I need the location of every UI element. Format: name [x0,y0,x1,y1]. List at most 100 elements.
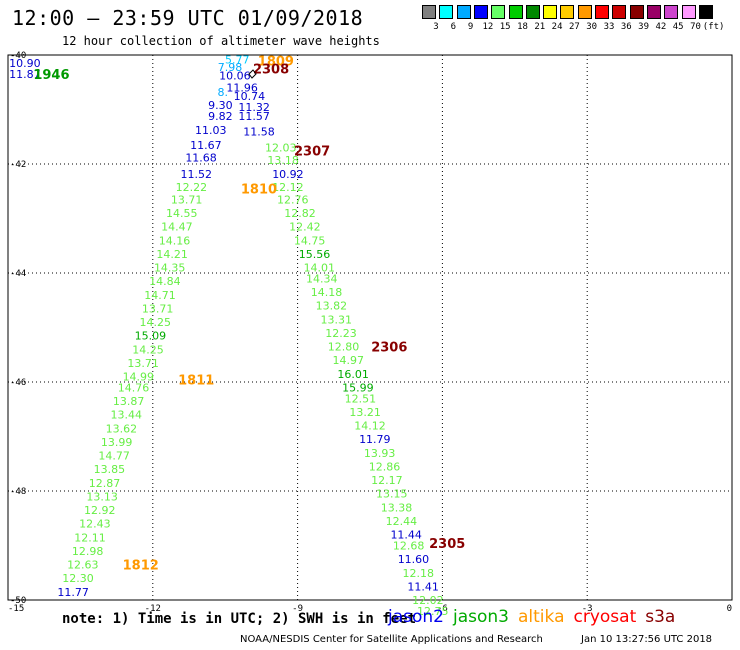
wave-height-value: 11.96 [226,82,258,95]
wave-height-value: 14.71 [144,289,176,302]
scale-swatch [543,5,558,19]
start-marker [248,69,257,79]
scale-swatch [646,5,661,19]
scale-label: 18 [517,22,528,32]
wave-height-value: 11.87 [9,68,41,81]
scale-swatch [698,5,713,19]
wave-height-value: 12.18 [403,567,435,580]
wave-height-value: 13.15 [376,488,408,501]
wave-height-value: 12.75 [417,605,449,618]
wave-height-value: 11.68 [185,151,217,164]
scale-label: 39 [638,22,650,32]
wave-height-value: 12.63 [67,559,99,572]
lon-tick-label: -3 [582,604,593,614]
scale-swatch [664,5,679,19]
wave-height-value: 12.12 [272,181,304,194]
wave-height-value: 14.99 [123,371,155,384]
wave-height-value: 11.32 [238,101,270,114]
scale-label: 6 [450,22,456,32]
scale-label: 3 [433,22,439,32]
wave-height-value: 12.17 [371,474,403,487]
wave-height-value: 14.77 [98,450,130,463]
wave-height-value: 14.97 [333,354,365,367]
wave-height-value: 16.01 [337,368,369,381]
wave-height-value: 13.71 [127,357,159,370]
wave-height-value: 12.02 [412,594,444,607]
scale-swatch [456,5,471,19]
pass-time-label: 2308 [253,63,289,78]
wave-height-value: 13.44 [111,409,143,422]
wave-height-value: 12.44 [386,515,418,528]
wave-height-value: 10.90 [9,57,41,70]
wave-height-value: 14.12 [354,420,386,433]
wave-height-value: 12.87 [89,477,121,490]
wave-height-value: 15.56 [299,248,331,261]
wave-height-value: 13.18 [267,154,299,167]
map-frame [7,54,733,601]
scale-label: (ft) [702,22,725,32]
scale-label: 21 [534,22,546,32]
wave-height-value: 14.84 [149,275,181,288]
pass-time-label: 2307 [294,144,330,159]
scale-label: 27 [568,22,580,32]
wave-height-value: 13.38 [381,501,413,514]
scale-swatch [681,5,696,19]
scale-swatch [595,5,609,19]
wave-height-value: 9.82 [208,110,233,123]
wave-height-value: 14.35 [154,262,186,275]
units-note: note: 1) Time is in UTC; 2) SWH is in fe… [62,611,417,627]
wave-height-value: 12.86 [369,460,401,473]
wave-height-value: 11.58 [243,125,275,138]
wave-height-value: 11.44 [390,529,422,542]
wave-height-value: 13.13 [86,490,118,503]
wave-height-value: 14.25 [139,316,171,329]
wave-height-value: 10.74 [234,90,266,103]
wave-height-value: 14.34 [306,272,338,285]
wave-height-value: 10.92 [272,168,304,181]
wave-height-value: 13.21 [349,406,381,419]
pass-time-label: 1810 [241,183,277,198]
scale-label: 45 [672,22,684,32]
wave-height-value: 13.31 [320,313,352,326]
scale-label: 36 [620,22,632,32]
wave-height-value: 15.99 [342,381,374,394]
legend-cryosat: cryosat [573,607,637,627]
lon-tick-label: -6 [437,604,448,614]
scale-swatch [577,5,592,19]
pass-time-label: 1809 [258,54,294,69]
lat-tick-label: -46 [10,378,26,388]
wave-height-value: 11.67 [190,139,222,152]
generated-timestamp: Jan 10 13:27:56 UTC 2018 [581,634,713,645]
lat-lon-grid [7,54,733,601]
scale-swatch [439,5,454,19]
pass-time-label: 1946 [33,68,69,83]
credit-text: NOAA/NESDIS Center for Satellite Applica… [240,634,543,645]
lat-tick-label: -44 [10,269,26,279]
lon-tick-label: -9 [292,604,303,614]
wave-height-value: 8. [218,86,229,99]
lon-tick-label: -12 [145,604,161,614]
lon-tick-label: 0 [727,604,732,614]
scale-label: 15 [499,22,511,32]
scale-swatch [560,5,575,19]
lat-tick-label: -40 [10,51,26,61]
wave-height-value: 12.68 [393,540,425,553]
scale-label: 12 [482,22,494,32]
legend-jason3: jason3 [453,607,509,627]
wave-height-value: 11.79 [359,433,391,446]
wave-height-value: 11.60 [398,553,430,566]
scale-swatch [473,5,488,19]
scale-swatch [508,5,523,19]
wave-height-value: 13.93 [364,447,396,460]
legend-jason2: jason2 [388,607,444,627]
wave-height-value: 12.92 [84,504,116,517]
axis-ticks: -15 -12 -9 -6 -3 0 -40 -42 -44 -46 -48 -50 [8,51,732,614]
scale-label: 33 [603,22,615,32]
wave-height-value: 12.76 [277,193,309,206]
wave-height-value: 14.76 [118,381,150,394]
wave-height-value: 9.30 [208,99,233,112]
scale-label: 70 [690,22,701,32]
wave-height-value: 7.98 [218,61,243,74]
